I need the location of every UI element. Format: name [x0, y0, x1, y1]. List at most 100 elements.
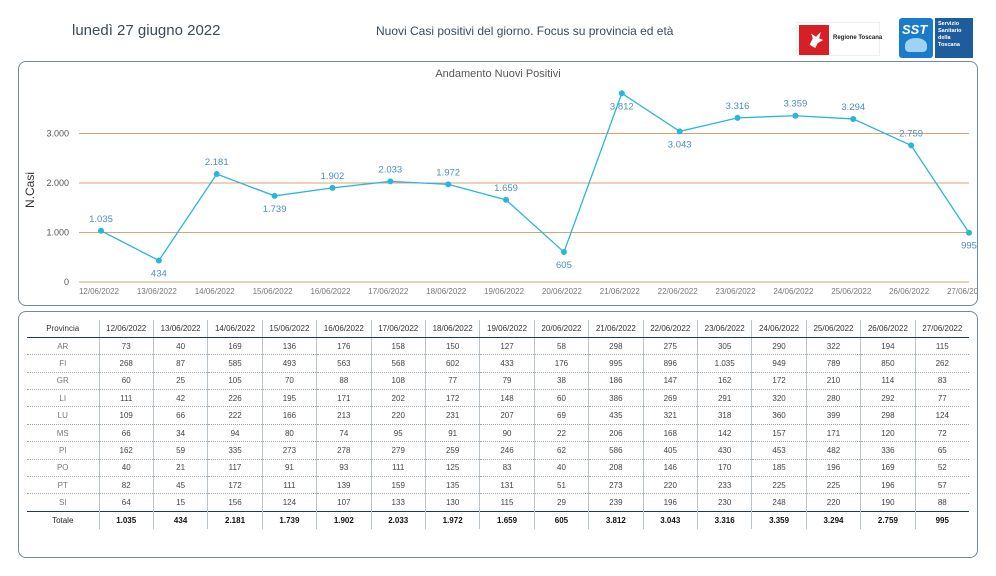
value-cell: 220 — [642, 476, 698, 495]
value-cell: 40 — [98, 459, 154, 478]
value-cell: 127 — [479, 337, 535, 356]
value-cell: 170 — [696, 459, 752, 478]
table-header-date: 22/06/2022 — [642, 320, 698, 338]
value-cell: 1.659 — [479, 510, 535, 529]
data-label: 3.812 — [610, 101, 634, 112]
value-cell: 38 — [533, 372, 589, 391]
value-cell: 115 — [479, 493, 535, 512]
value-cell: 262 — [914, 354, 969, 373]
value-cell: 298 — [588, 337, 644, 356]
data-label: 1.659 — [494, 183, 518, 194]
table-header-corner: Provincia — [27, 320, 99, 338]
data-label: 3.043 — [668, 139, 692, 150]
value-cell: 157 — [751, 424, 807, 443]
value-cell: 789 — [805, 354, 861, 373]
table-row: FI 268 87 585 493 563 568 602 433 176 995 896 1.035 9… — [27, 354, 969, 373]
value-cell: 399 — [805, 406, 861, 425]
x-tick-label: 21/06/2022 — [600, 287, 641, 296]
y-tick-label: 0 — [64, 277, 69, 287]
table-row: SI 64 15 156 124 107 133 130 115 29 239 196 230 248 22… — [27, 493, 969, 512]
value-cell: 360 — [751, 406, 807, 425]
value-cell: 142 — [696, 424, 752, 443]
value-cell: 292 — [860, 389, 916, 408]
value-cell: 139 — [316, 476, 372, 495]
value-cell: 1.035 — [696, 354, 752, 373]
value-cell: 336 — [860, 441, 916, 460]
value-cell: 269 — [642, 389, 698, 408]
value-cell: 268 — [98, 354, 154, 373]
series-line — [100, 92, 970, 262]
x-tick-label: 25/06/2022 — [831, 287, 872, 296]
value-cell: 453 — [751, 441, 807, 460]
table-header-date: 27/06/2022 — [914, 320, 969, 338]
value-cell: 568 — [370, 354, 426, 373]
value-cell: 279 — [370, 441, 426, 460]
value-cell: 185 — [751, 459, 807, 478]
data-point — [329, 184, 336, 191]
table-header-date: 23/06/2022 — [696, 320, 752, 338]
data-point — [155, 257, 162, 264]
regione-toscana-logo: Regione Toscana — [796, 22, 882, 56]
value-cell: 2.033 — [370, 510, 426, 529]
value-cell: 21 — [152, 459, 208, 478]
data-point — [792, 112, 799, 119]
value-cell: 136 — [261, 337, 317, 356]
value-cell: 176 — [533, 354, 589, 373]
value-cell: 186 — [588, 372, 644, 391]
value-cell: 171 — [316, 389, 372, 408]
value-cell: 82 — [98, 476, 154, 495]
value-cell: 273 — [588, 476, 644, 495]
data-label: 2.181 — [205, 157, 229, 168]
province-name-cell: GR — [27, 372, 99, 391]
sst-logo-line: Servizio — [938, 21, 960, 27]
table-header-date: 14/06/2022 — [207, 320, 263, 338]
value-cell: 77 — [424, 372, 480, 391]
report-header: lunedì 27 giugno 2022 Nuovi Casi positiv… — [0, 0, 996, 58]
data-label: 1.739 — [263, 204, 287, 215]
value-cell: 124 — [261, 493, 317, 512]
province-name-cell: FI — [27, 354, 99, 373]
value-cell: 995 — [914, 510, 969, 529]
province-name-cell: AR — [27, 337, 99, 356]
province-cases-table: Provincia 12/06/2022 13/06/2022 14/06/2022 1… — [27, 320, 969, 529]
data-label: 434 — [151, 269, 167, 280]
sst-logo-line: Sanitario — [938, 28, 962, 34]
value-cell: 196 — [642, 493, 698, 512]
value-cell: 1.739 — [261, 510, 317, 529]
value-cell: 210 — [805, 372, 861, 391]
value-cell: 850 — [860, 354, 916, 373]
value-cell: 66 — [98, 424, 154, 443]
x-tick-label: 22/06/2022 — [658, 287, 699, 296]
value-cell: 273 — [261, 441, 317, 460]
value-cell: 59 — [152, 441, 208, 460]
value-cell: 93 — [316, 459, 372, 478]
value-cell: 291 — [696, 389, 752, 408]
report-date: lunedì 27 giugno 2022 — [72, 22, 221, 39]
value-cell: 246 — [479, 441, 535, 460]
table-header-date: 16/06/2022 — [316, 320, 372, 338]
value-cell: 22 — [533, 424, 589, 443]
data-label: 1.902 — [321, 171, 345, 182]
value-cell: 40 — [152, 337, 208, 356]
value-cell: 91 — [261, 459, 317, 478]
value-cell: 168 — [642, 424, 698, 443]
value-cell: 207 — [479, 406, 535, 425]
data-point — [98, 227, 104, 234]
value-cell: 70 — [261, 372, 317, 391]
trend-line-chart: Andamento Nuovi Positivi N.Casi 0 1.000 2.00… — [23, 68, 977, 296]
province-name-cell: PT — [27, 476, 99, 495]
table-header-date: 12/06/2022 — [98, 320, 154, 338]
value-cell: 318 — [696, 406, 752, 425]
x-tick-label: 19/06/2022 — [484, 287, 525, 296]
data-point — [560, 249, 567, 256]
value-cell: 225 — [751, 476, 807, 495]
value-cell: 435 — [588, 406, 644, 425]
value-cell: 259 — [424, 441, 480, 460]
value-cell: 83 — [479, 459, 535, 478]
province-name-cell: Totale — [27, 510, 99, 529]
x-tick-label: 18/06/2022 — [426, 287, 467, 296]
x-tick-label: 24/06/2022 — [773, 287, 814, 296]
value-cell: 74 — [316, 424, 372, 443]
value-cell: 83 — [914, 372, 969, 391]
value-cell: 278 — [316, 441, 372, 460]
